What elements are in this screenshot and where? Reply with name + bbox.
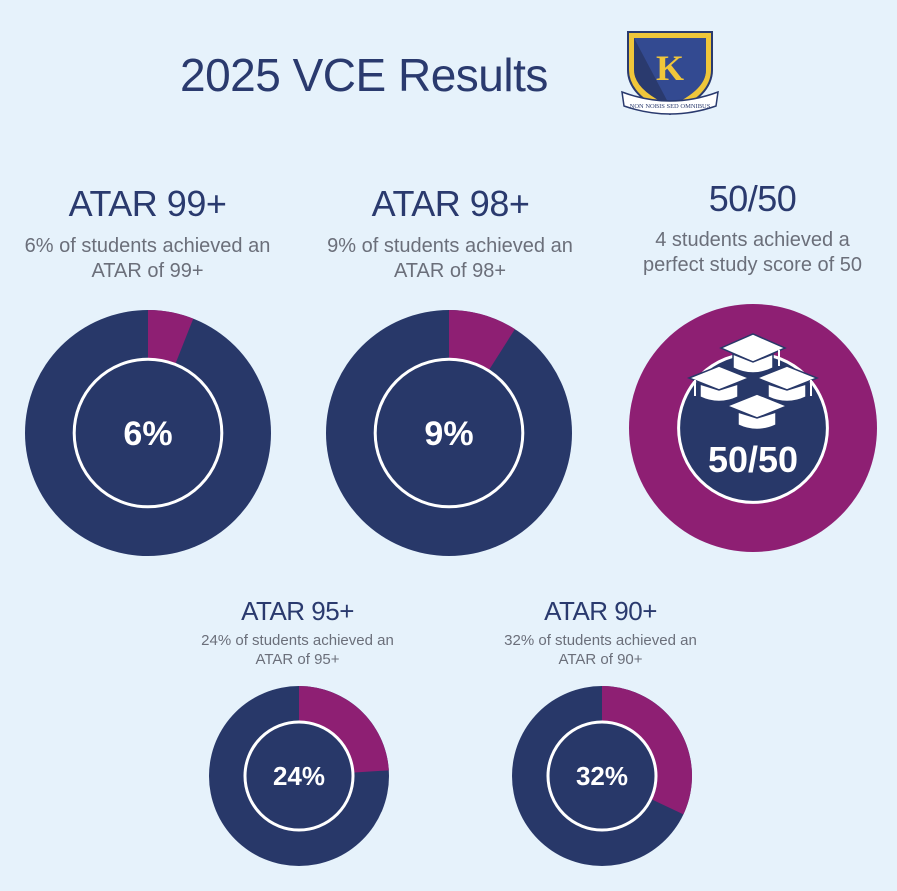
perfect-description-line2: perfect study score of 50 [642,254,862,276]
atar99-center-label: 6% [123,415,172,453]
perfect-center-label: 50/50 [708,439,798,480]
atar90-description-line2: ATAR of 90+ [558,650,643,668]
atar99-donut: 6% [25,310,271,556]
atar98-description-line1: 9% of students achieved an [327,235,573,257]
atar95-donut-inner-disc [243,720,355,832]
atar98-donut-inner-disc [373,357,525,509]
atar98-description: 9% of students achieved an ATAR of 98+ [305,234,595,284]
atar95-description: 24% of students achieved an ATAR of 95+ [180,632,415,670]
atar90-center-label: 32% [576,761,628,791]
perfect-description-line1: 4 students achieved a [655,229,850,251]
perfect-description: 4 students achieved a perfect study scor… [615,228,890,278]
atar95-heading: ATAR 95+ [241,596,354,626]
atar99-description-line1: 6% of students achieved an [24,235,271,257]
page-title: 2025 VCE Results [180,49,548,101]
atar90-description-line1: 32% of students achieved an [504,632,697,649]
atar99-heading: ATAR 99+ [68,183,227,224]
atar90-donut: 32% [512,686,692,866]
atar98-donut: 9% [326,310,572,556]
perfect-donut: 50/50 [629,304,877,552]
atar90-heading: ATAR 90+ [544,596,657,626]
perfect-heading: 50/50 [708,178,797,219]
atar90-donut-inner-disc [546,720,658,832]
atar90-description: 32% of students achieved an ATAR of 90+ [483,632,718,670]
atar98-heading: ATAR 98+ [371,183,530,224]
atar99-donut-inner-disc [72,357,224,509]
atar95-donut: 24% [209,686,389,866]
school-crest-icon: K NON NOBIS SED OMNIBUS [621,31,719,116]
atar99-description-line2: ATAR of 99+ [91,260,204,282]
atar98-center-label: 9% [424,415,473,453]
atar95-description-line2: ATAR of 95+ [255,650,340,668]
atar99-description: 6% of students achieved an ATAR of 99+ [5,234,290,284]
svg-text:NON NOBIS SED OMNIBUS: NON NOBIS SED OMNIBUS [630,103,711,110]
graduation-caps-icon [686,333,820,431]
atar95-description-line1: 24% of students achieved an [201,632,394,649]
atar95-center-label: 24% [273,761,325,791]
atar98-description-line2: ATAR of 98+ [393,260,507,282]
svg-text:K: K [656,48,684,88]
